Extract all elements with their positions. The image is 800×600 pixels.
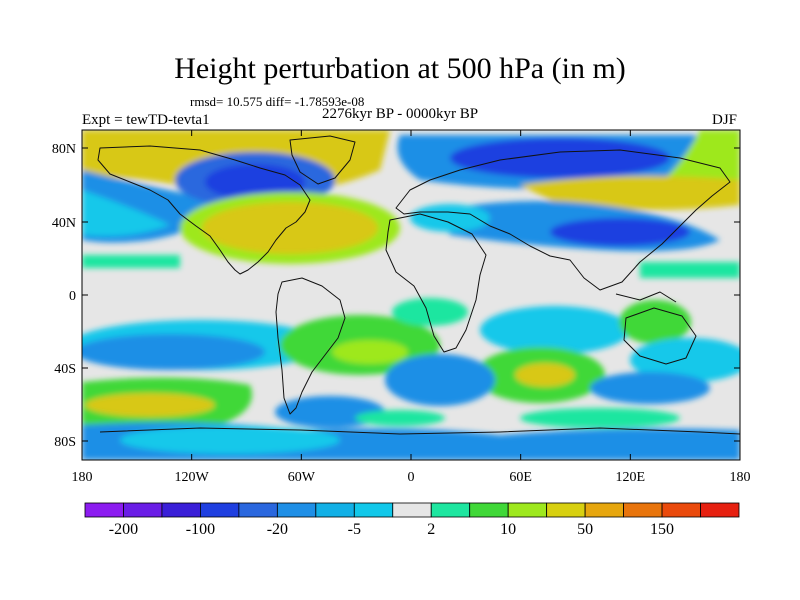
field-blob	[82, 255, 180, 268]
period-text: 2276kyr BP - 0000kyr BP	[322, 106, 479, 122]
colorbar-label: 150	[650, 521, 674, 538]
colorbar-swatch	[84, 502, 124, 518]
colorbar-label: 2	[427, 521, 435, 538]
lat-label: 0	[69, 289, 76, 304]
coast-antarctica	[99, 427, 740, 435]
field-blob	[630, 338, 740, 382]
field-blob	[640, 262, 740, 278]
colorbar-swatch	[469, 502, 509, 518]
colorbar-swatch	[430, 502, 471, 518]
colorbar-swatch	[507, 502, 548, 518]
coastlines	[97, 135, 740, 435]
field-blob	[450, 138, 670, 178]
lon-label: 120E	[616, 470, 646, 485]
field-blob	[332, 340, 408, 364]
colorbar-swatch	[661, 502, 701, 518]
experiment-label: Expt = tewTD-tevta1	[82, 112, 210, 128]
lon-label: 180	[72, 470, 93, 485]
colorbar-swatch	[123, 502, 163, 518]
colorbar-swatch	[584, 502, 624, 518]
season-label: DJF	[712, 112, 738, 128]
field-blob	[355, 410, 445, 426]
colorbar-label: 10	[500, 521, 516, 538]
field-blob	[385, 354, 495, 406]
colorbar-swatch	[161, 502, 201, 518]
lat-label: 40S	[54, 362, 76, 377]
coast-greenland	[289, 135, 356, 185]
lon-label: 60E	[509, 470, 532, 485]
coast-indonesia	[615, 291, 677, 303]
lat-label: 80S	[54, 435, 76, 450]
lat-label: 40N	[52, 216, 76, 231]
coast-north-america	[97, 145, 311, 275]
longitude-axis: 180 120W 60W 0 60E 120E 180	[72, 130, 751, 485]
field-blob	[392, 298, 468, 326]
colorbar-label: -100	[186, 521, 215, 538]
field-blob	[619, 300, 691, 344]
coast-south-america	[275, 277, 346, 415]
colorbar-swatch	[238, 502, 278, 518]
field-blob	[515, 363, 575, 387]
latitude-axis: 80N 40N 0 40S 80S	[52, 142, 740, 450]
lon-label: 180	[730, 470, 751, 485]
stats-text: rmsd= 10.575 diff= -1.78593e-08	[190, 94, 365, 109]
field-blob	[520, 408, 680, 428]
colorbar-swatch	[276, 502, 317, 518]
colorbar-swatch	[200, 502, 240, 518]
field-blob	[410, 204, 490, 232]
colorbar-swatch	[353, 502, 394, 518]
plot-title: Height perturbation at 500 hPa (in m)	[174, 52, 626, 85]
colorbar-swatch	[623, 502, 663, 518]
colorbar-swatch	[700, 502, 740, 518]
colorbar-swatch	[546, 502, 586, 518]
field-blob	[82, 334, 265, 370]
anomaly-field	[82, 130, 740, 460]
colorbar-label: -20	[267, 521, 288, 538]
field-blob	[82, 190, 170, 237]
colorbar-label: -200	[109, 521, 138, 538]
coast-australia	[623, 307, 697, 365]
field-blob	[550, 218, 690, 246]
colorbar-labels: -200 -100 -20 -5 2 10 50 150	[109, 521, 674, 538]
field-blob	[120, 426, 340, 454]
colorbar-label: -5	[348, 521, 361, 538]
field-blob	[205, 164, 305, 200]
coast-eurasia	[395, 149, 731, 291]
field-blob	[202, 202, 378, 254]
colorbar-swatch	[315, 502, 355, 518]
colorbar-swatch	[392, 502, 432, 518]
field-blob	[85, 393, 215, 417]
lon-label: 0	[408, 470, 415, 485]
lon-label: 60W	[288, 470, 316, 485]
field-blob	[480, 306, 630, 354]
lat-label: 80N	[52, 142, 76, 157]
field-blob	[520, 176, 740, 210]
lon-label: 120W	[175, 470, 210, 485]
field-blob	[590, 372, 710, 404]
colorbar	[84, 502, 740, 518]
coast-africa	[385, 213, 487, 353]
colorbar-label: 50	[577, 521, 593, 538]
